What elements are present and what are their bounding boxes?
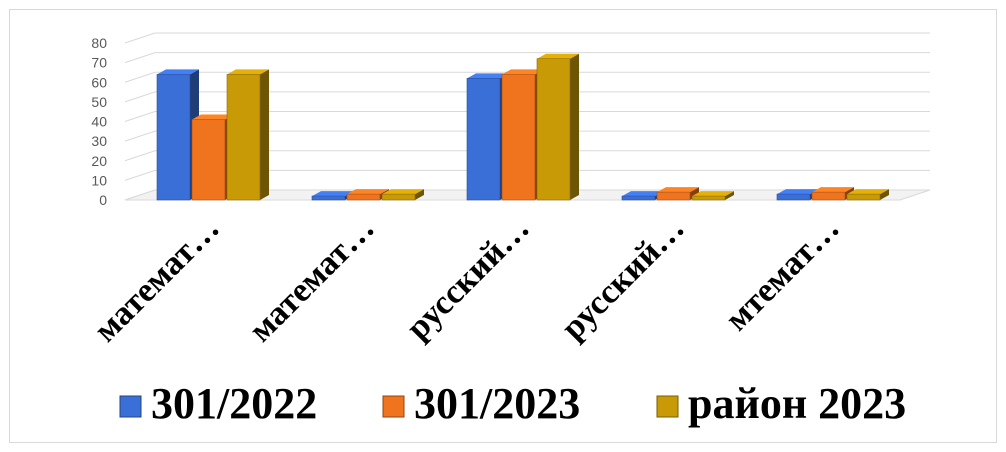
bar (691, 191, 734, 201)
legend-label: район 2023 (688, 379, 906, 428)
legend-item: 301/2022 (119, 379, 317, 428)
legend-swatch (656, 395, 679, 418)
y-tick-label: 10 (91, 172, 107, 188)
legend-label: 301/2023 (414, 379, 580, 428)
x-tick-label: русский… (554, 209, 691, 346)
bar (846, 189, 889, 201)
y-tick-label: 30 (91, 133, 107, 149)
legend-item: 301/2023 (382, 379, 580, 428)
legend-swatch (382, 395, 405, 418)
bars (156, 53, 889, 201)
gridline (124, 52, 930, 64)
y-tick-label: 40 (91, 114, 107, 130)
bar (536, 53, 579, 201)
gridline (124, 91, 930, 103)
x-tick-label: мтемат… (718, 209, 846, 337)
y-tick-label: 70 (91, 55, 107, 71)
gridline (124, 169, 930, 181)
gridline (124, 111, 930, 122)
bar (226, 69, 269, 201)
x-tick-label: математ… (242, 209, 382, 349)
y-tick-label: 50 (91, 94, 107, 110)
x-tick-label: русский… (399, 209, 536, 346)
legend-label: 301/2022 (151, 379, 317, 428)
gridline (124, 130, 930, 142)
y-axis: 0 10 20 30 40 50 60 70 80 (91, 35, 107, 208)
legend-item: район 2023 (656, 379, 906, 428)
legend-swatch (119, 395, 142, 418)
y-tick-label: 0 (99, 192, 107, 208)
x-tick-label: математ… (87, 209, 227, 349)
gridline (124, 150, 930, 162)
gridline (124, 71, 930, 83)
y-tick-label: 60 (91, 74, 107, 90)
y-tick-label: 20 (91, 153, 107, 169)
x-axis: математ… математ… русский… русский… мтемат… (87, 209, 847, 349)
legend: 301/2022 301/2023 район 2023 (119, 379, 906, 428)
gridline (124, 32, 930, 44)
y-tick-label: 80 (91, 35, 107, 51)
bar (381, 189, 424, 201)
